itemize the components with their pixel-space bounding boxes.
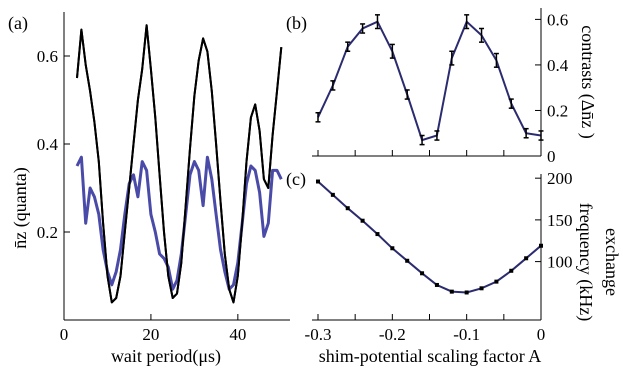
panel-c-xtick-label: -0.2 (379, 325, 406, 344)
panel-c-data-point (464, 290, 469, 295)
panel-b-series (315, 14, 544, 146)
panel-b-series-line (317, 19, 542, 142)
panel-c-data-point (330, 192, 335, 197)
panel-b-ticks: 0 0.2 0.4 0.6 (317, 10, 569, 166)
panel-b-ytick-label: 0 (547, 147, 556, 166)
panel-c-xtick-label: -0.1 (453, 325, 480, 344)
panel-c-data-point (360, 218, 365, 223)
panel-a-ytick-label: 0.6 (37, 47, 58, 66)
panel-c-ytick-label: 150 (547, 211, 573, 230)
panel-a-axes (63, 12, 290, 321)
panel-a-xtick-label: 0 (60, 325, 69, 344)
panel-a-xlabel: wait period(μs) (111, 346, 221, 367)
panel-c-data-point (345, 206, 350, 211)
panel-b-axes (312, 8, 542, 157)
panel-c-ytick-label: 100 (547, 253, 573, 272)
panel-a-ticks: 0 20 40 0.2 0.4 0.6 (37, 47, 247, 344)
panel-c-data-point (375, 232, 380, 237)
panel-c-data-point (316, 179, 320, 184)
panel-c-label: (c) (286, 169, 306, 190)
panel-a-xtick-label: 20 (142, 325, 159, 344)
panel-c-data-point (405, 258, 410, 263)
panel-b-ytick-label: 0.4 (547, 56, 569, 75)
panel-c-data-point (524, 256, 529, 261)
panel-c-series (316, 179, 543, 295)
panel-c-data-point (390, 246, 395, 251)
panel-c-axes (312, 174, 542, 321)
panel-c-xlabel: shim-potential scaling factor A (319, 346, 541, 366)
panel-b-ylabel: contrasts (Δn̄z ) (577, 25, 598, 139)
panel-c-xtick-label: -0.3 (305, 325, 332, 344)
panel-c-ticks: -0.3 -0.2 -0.1 0 100 150 200 (305, 169, 573, 344)
panel-c-data-point (539, 243, 543, 248)
panel-a-series-blue-line (75, 155, 283, 291)
panel-c-xtick-label: 0 (537, 325, 546, 344)
panel-c-data-point (420, 271, 425, 276)
panel-c-data-point (449, 289, 454, 294)
panel-c-ytick-label: 200 (547, 169, 573, 188)
panel-a-ytick-label: 0.2 (37, 223, 58, 242)
panel-b-ytick-label: 0.6 (547, 10, 568, 29)
panel-b: (b) 0 0.2 0.4 0.6 contrasts (Δn̄z ) (286, 8, 598, 166)
panel-c-data-point (479, 286, 484, 291)
panel-c-data-point (434, 282, 439, 287)
panel-a-ytick-label: 0.4 (37, 135, 59, 154)
panel-a-label: (a) (8, 13, 28, 34)
panel-c: (c) -0.3 -0.2 -0.1 0 100 150 200 shim-potentia… (286, 169, 622, 366)
panel-c-ylabel-line1: exchange (602, 228, 622, 296)
panel-a-series-black-line-top (76, 24, 283, 304)
panel-a: (a) 0 20 40 0.2 0.4 0.6 wait period(μs) n̄z (… (8, 12, 290, 367)
panel-a-xtick-label: 40 (229, 325, 246, 344)
panel-c-series-line (317, 180, 542, 294)
panel-c-data-point (509, 268, 514, 273)
panel-c-ylabel-line2: frequency (kHz) (575, 203, 596, 321)
panel-a-ylabel: n̄z (quanta) (10, 167, 31, 248)
panel-a-series (75, 24, 283, 304)
panel-b-ytick-label: 0.2 (547, 101, 568, 120)
panel-b-label: (b) (286, 13, 307, 34)
panel-c-data-point (494, 279, 499, 284)
